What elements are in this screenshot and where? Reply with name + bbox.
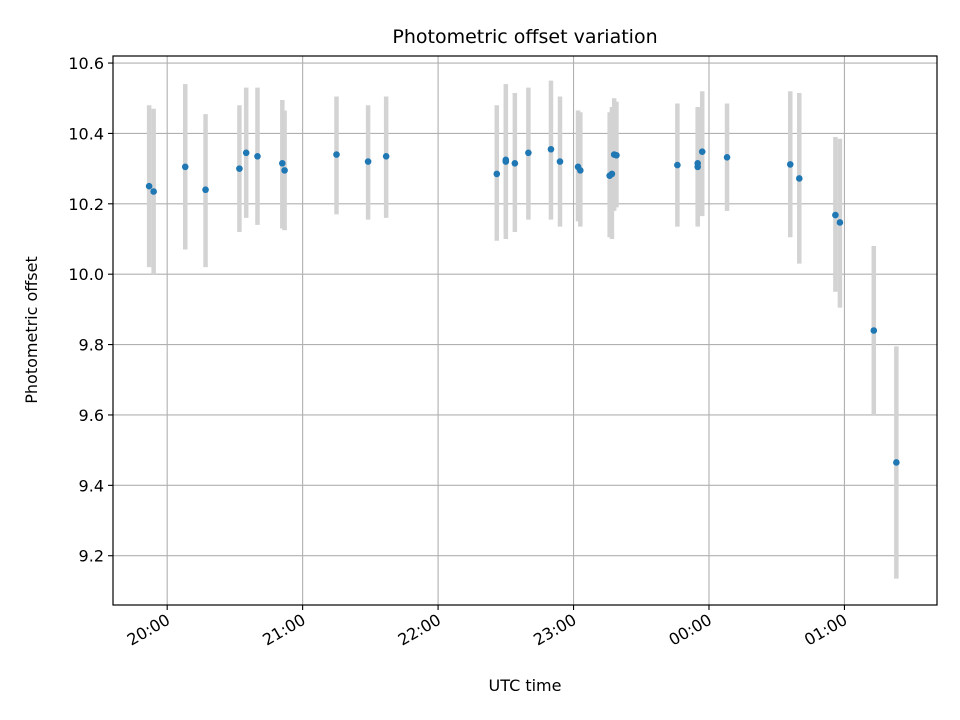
data-point [698,148,706,156]
data-point [202,186,209,194]
data-point [242,149,250,157]
data-point [577,167,584,174]
data-point [694,160,702,167]
data-point [613,151,620,159]
data-point [893,459,900,466]
data-point [511,160,519,167]
data-point [795,175,803,182]
y-tick-label: 9.8 [79,336,104,355]
data-point [150,188,157,195]
data-point [832,211,839,219]
data-point [502,158,510,165]
y-tick-label: 9.2 [79,547,104,566]
plot-area-frame [112,55,938,606]
y-tick-label: 10.2 [68,195,104,214]
data-point [364,158,372,165]
y-axis-ticks: 9.2 9.4 9.6 9.8 10.0 10.2 10.4 10.6 [68,54,113,566]
data-point [674,161,681,169]
y-tick-label: 10.6 [68,54,104,73]
data-point [608,170,616,178]
data-point [281,167,288,174]
x-axis-label: UTC time [489,676,562,695]
data-point [333,151,340,158]
y-tick-label: 9.4 [79,476,104,495]
data-point [493,170,501,178]
data-point [279,160,286,167]
y-tick-label: 9.6 [79,406,104,425]
data-point [145,182,153,190]
data-point [836,219,844,226]
data-point [254,152,261,160]
data-point [723,154,731,161]
data-point [547,145,555,153]
y-axis-label: Photometric offset [22,256,41,404]
data-point [525,149,532,157]
y-tick-label: 10.0 [68,265,104,284]
chart-title: Photometric offset variation [392,26,657,48]
y-tick-label: 10.4 [68,124,104,143]
data-point [786,161,794,168]
data-point [382,152,390,160]
data-point [181,163,189,171]
data-point [236,165,243,172]
data-point [870,327,878,334]
data-points [145,145,900,466]
data-point [556,158,564,165]
